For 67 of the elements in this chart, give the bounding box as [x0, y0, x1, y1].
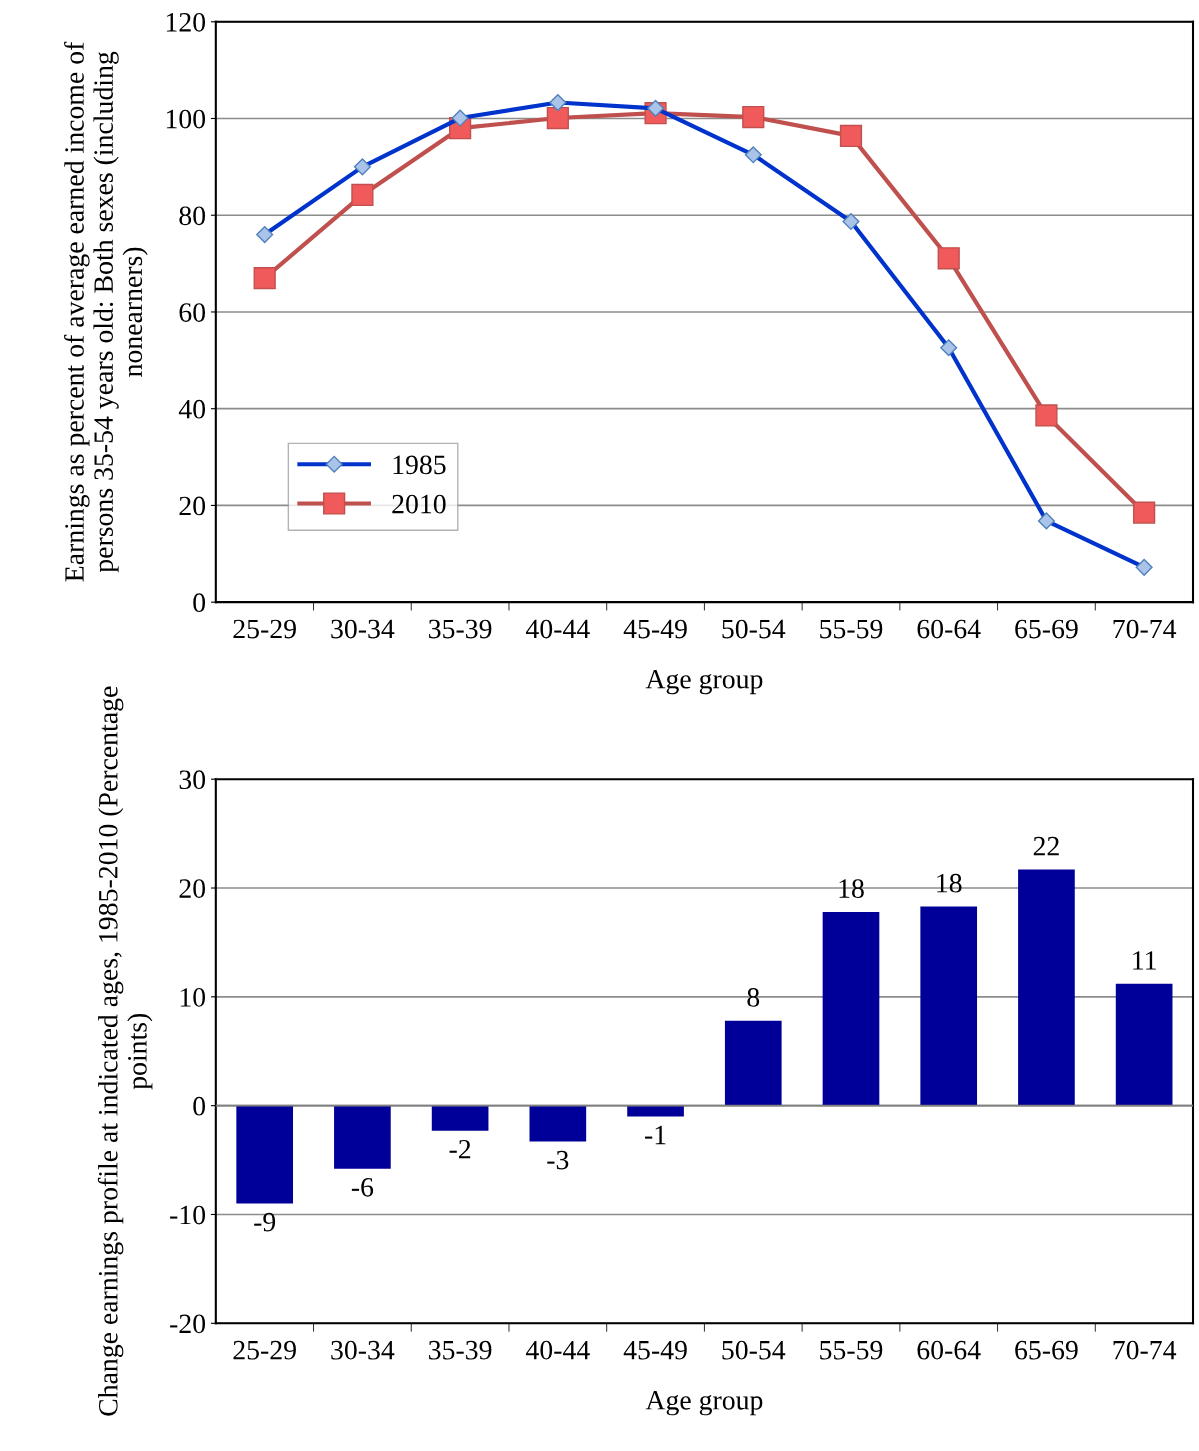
legend-label: 1985 [393, 455, 446, 475]
x-tick-label: 55-59 [820, 619, 883, 639]
y-tick-label: 40 [178, 399, 206, 419]
y-tick-label: 20 [179, 496, 206, 516]
y-tick-label: 60 [179, 303, 206, 322]
y-tick-label: -10 [170, 1205, 206, 1225]
x-tick-label: 35-39 [429, 1340, 492, 1360]
x-tick-label: 60-64 [917, 1340, 981, 1360]
data-label: -6 [351, 1177, 374, 1197]
bar [627, 1105, 684, 1117]
x-tick-label: 30-34 [331, 1340, 395, 1360]
point [546, 106, 569, 130]
y-tick-label: 0 [193, 593, 206, 613]
x-tick-label: 55-59 [820, 1340, 883, 1360]
bar [920, 906, 978, 1106]
data-label: 8 [747, 988, 760, 1007]
data-label: -9 [254, 1212, 276, 1232]
y-tick-label: 10 [180, 988, 206, 1007]
point [937, 247, 960, 270]
x-tick-label: 45-49 [623, 619, 687, 639]
y-tick-label: 20 [179, 879, 206, 898]
point [839, 124, 863, 148]
bar [431, 1105, 489, 1131]
data-label: 18 [839, 879, 864, 898]
bar [236, 1105, 294, 1204]
y-tick-label: 30 [179, 770, 206, 790]
x-tick-label: 50-54 [722, 1340, 786, 1360]
x-tick-label: 40-44 [525, 619, 590, 639]
y-axis-title: Change earnings profile at indicated ages, 1985-2010 (Percentage points) [97, 686, 153, 1416]
point [253, 266, 276, 290]
x-tick-label: 35-39 [429, 619, 492, 639]
y-tick-label: -20 [170, 1314, 206, 1334]
point [1035, 404, 1058, 427]
x-tick-label: 25-29 [233, 1340, 296, 1360]
y-tick-label: 100 [166, 109, 206, 129]
bar [1115, 983, 1173, 1106]
y-tick-label: 0 [193, 1096, 206, 1116]
x-tick-label: 65-69 [1015, 619, 1078, 639]
bar [529, 1105, 587, 1142]
x-tick-label: 30-34 [331, 619, 395, 639]
point [1133, 501, 1156, 524]
data-label: -2 [449, 1139, 471, 1159]
point [742, 105, 765, 129]
x-tick-label: 60-64 [917, 619, 981, 639]
x-tick-label: 50-54 [722, 619, 786, 639]
data-label: -1 [645, 1125, 666, 1145]
x-tick-label: 70-74 [1113, 619, 1177, 639]
bar [1018, 869, 1075, 1106]
legend-label: 2010 [392, 494, 446, 514]
data-label: 11 [1133, 951, 1156, 970]
y-tick-label: 80 [179, 206, 206, 226]
y-axis-title: Earnings as percent of average earned income of persons 35-54 years old: Both sexes (including nonearners) [64, 41, 148, 582]
x-axis-title: Age group [645, 669, 763, 695]
x-axis-title: Age group [645, 1391, 763, 1416]
x-tick-label: 65-69 [1015, 1340, 1078, 1360]
data-label: 18 [937, 873, 962, 893]
data-label: -3 [547, 1150, 569, 1170]
x-tick-label: 40-44 [525, 1340, 590, 1360]
y-tick-label: 120 [166, 12, 206, 32]
x-tick-label: 70-74 [1113, 1340, 1177, 1360]
bar [822, 911, 880, 1106]
x-tick-label: 25-29 [233, 619, 296, 639]
bar [334, 1105, 391, 1169]
point [351, 183, 374, 207]
data-label: 22 [1033, 836, 1059, 856]
bar [724, 1020, 782, 1106]
x-tick-label: 45-49 [623, 1340, 687, 1360]
